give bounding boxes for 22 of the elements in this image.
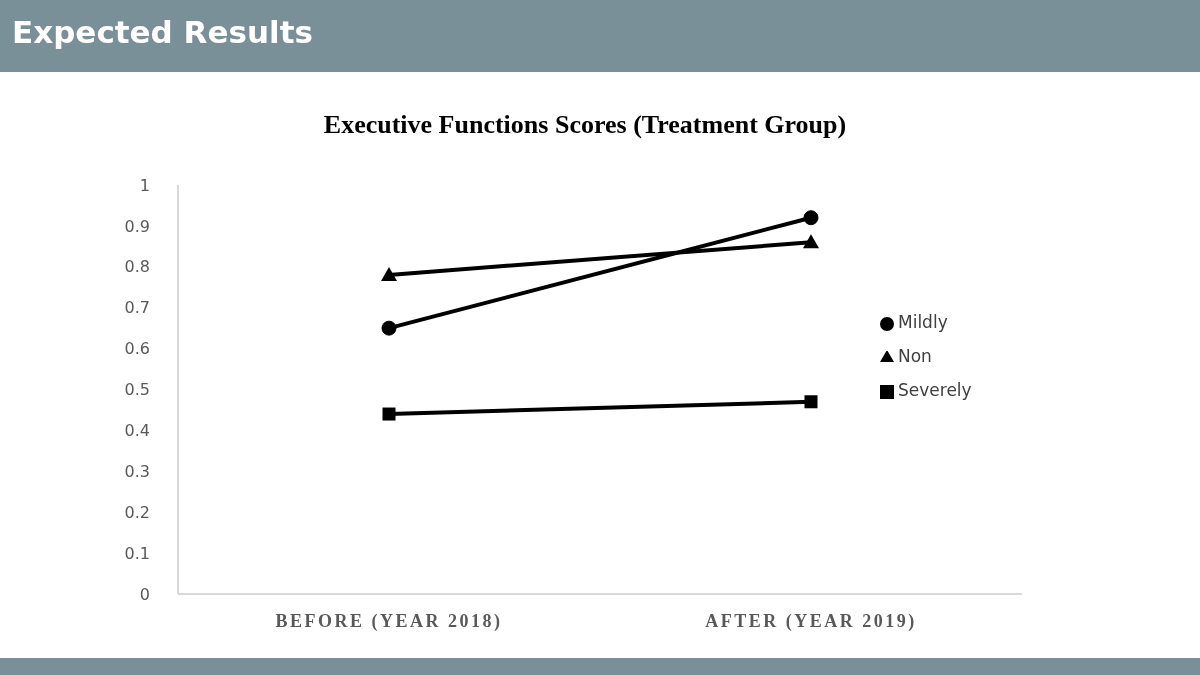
x-tick-label: BEFORE (YEAR 2018) [275,610,503,632]
y-tick-label: 0.3 [124,461,150,481]
y-tick-label: 1 [139,175,150,195]
y-tick-label: 0.1 [124,543,150,563]
text: Expected Results [12,14,313,50]
y-tick-label: 0.5 [124,380,150,400]
point [804,395,818,409]
y-tick-label: 0.4 [124,421,150,441]
legend-label: Mildly [898,312,948,332]
y-tick-label: 0.9 [124,216,150,236]
y-tick-label: 0.8 [124,257,150,277]
y-tick-label: 0 [139,584,150,604]
x-tick-label: AFTER (YEAR 2019) [705,610,917,632]
point [382,407,396,421]
point [381,320,397,336]
legend-label: Severely [898,380,972,400]
y-tick-label: 0.6 [124,339,150,359]
y-tick-label: 0.2 [124,502,150,522]
legend-label: Non [898,346,932,366]
chart-title: Executive Functions Scores (Treatment Group) [322,110,848,140]
y-tick-label: 0.7 [124,298,150,318]
point [803,210,819,226]
